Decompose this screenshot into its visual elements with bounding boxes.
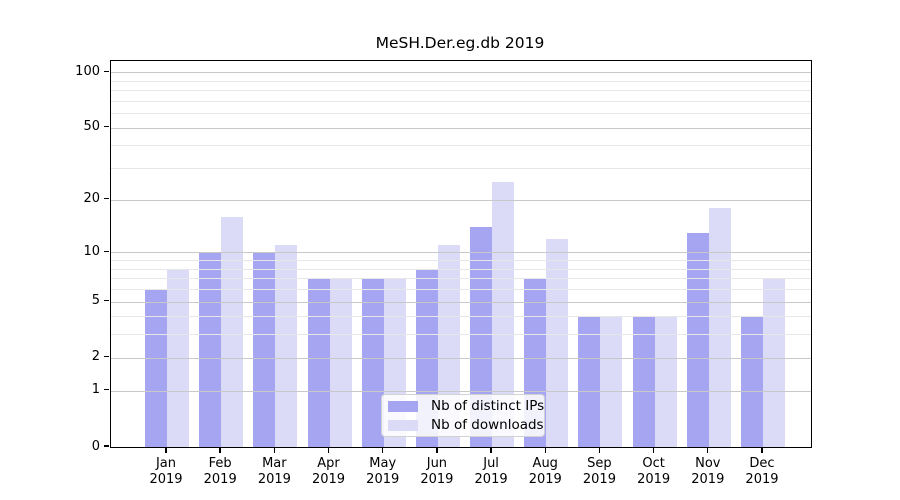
x-tick-label: Mar 2019 xyxy=(257,456,291,487)
gridline-minor xyxy=(111,268,811,270)
gridline-minor xyxy=(111,113,811,115)
gridline-major xyxy=(111,72,811,74)
bar-distinct-ips xyxy=(307,278,330,447)
y-tick-mark xyxy=(103,250,109,252)
x-tick-label: Jul 2019 xyxy=(474,456,508,487)
y-tick-label: 1 xyxy=(91,382,100,398)
bar-distinct-ips xyxy=(632,316,655,447)
legend-item-distinct-ips: Nb of distinct IPs xyxy=(388,398,544,414)
x-tick-label: Feb 2019 xyxy=(203,456,237,487)
x-tick-mark xyxy=(273,447,276,453)
x-tick-label: Jun 2019 xyxy=(420,456,454,487)
legend-swatch-distinct-ips xyxy=(388,400,418,412)
bar-downloads xyxy=(708,207,731,447)
bar-downloads xyxy=(329,278,352,447)
legend-swatch-downloads xyxy=(388,419,418,431)
gridline-minor xyxy=(111,80,811,82)
x-tick-mark xyxy=(652,447,655,453)
y-tick-label: 20 xyxy=(83,191,100,207)
x-tick-mark xyxy=(761,447,763,453)
x-tick-mark xyxy=(544,447,546,453)
bar-distinct-ips xyxy=(740,316,763,447)
legend: Nb of distinct IPs Nb of downloads xyxy=(381,394,545,437)
gridline-major xyxy=(111,127,811,129)
x-tick-mark xyxy=(490,447,492,453)
bar-downloads xyxy=(600,316,623,447)
bar-downloads xyxy=(762,278,785,447)
bar-downloads xyxy=(492,182,515,447)
y-tick-label: 5 xyxy=(91,293,100,308)
y-tick-label: 2 xyxy=(91,349,100,365)
gridline-major xyxy=(111,357,811,359)
y-tick-label: 100 xyxy=(75,63,100,79)
legend-item-downloads: Nb of downloads xyxy=(388,417,544,433)
chart-title: MeSH.Der.eg.db 2019 xyxy=(375,34,545,52)
x-tick-label: Sep 2019 xyxy=(582,456,616,487)
x-tick-label: Jan 2019 xyxy=(149,456,183,487)
gridline-major xyxy=(111,301,811,303)
y-tick-mark xyxy=(103,70,109,72)
bar-distinct-ips xyxy=(199,252,222,447)
y-tick-mark xyxy=(103,445,109,447)
x-tick-label: Aug 2019 xyxy=(528,456,562,487)
bar-distinct-ips xyxy=(145,289,167,447)
x-tick-label: Apr 2019 xyxy=(311,456,346,487)
plot-area: Nb of distinct IPs Nb of downloads xyxy=(110,60,812,448)
gridline-minor xyxy=(111,100,811,102)
legend-label-downloads: Nb of downloads xyxy=(431,417,544,433)
y-tick-mark xyxy=(103,356,109,358)
x-tick-mark xyxy=(436,447,438,453)
x-tick-mark xyxy=(382,447,384,453)
gridline-minor xyxy=(111,168,811,170)
x-tick-mark xyxy=(165,447,167,453)
y-tick-label: 0 xyxy=(91,438,100,454)
gridline-major xyxy=(111,199,811,201)
gridline-major xyxy=(111,252,811,254)
y-tick-label: 50 xyxy=(83,119,100,135)
x-tick-mark xyxy=(707,447,709,453)
y-tick-mark xyxy=(103,389,109,391)
x-tick-label: Oct 2019 xyxy=(637,456,671,487)
y-tick-mark xyxy=(103,198,109,200)
y-tick-mark xyxy=(103,299,109,302)
bar-distinct-ips xyxy=(578,316,601,447)
x-tick-mark xyxy=(327,447,330,453)
bar-downloads xyxy=(221,216,244,447)
gridline-minor xyxy=(111,90,811,92)
bar-downloads xyxy=(546,238,569,447)
legend-label-distinct-ips: Nb of distinct IPs xyxy=(431,398,545,414)
bar-distinct-ips xyxy=(686,232,709,447)
gridline-minor xyxy=(111,316,811,318)
gridline-minor xyxy=(111,334,811,336)
gridline-minor xyxy=(111,145,811,147)
x-tick-label: Nov 2019 xyxy=(691,456,725,487)
gridline-major xyxy=(111,390,811,392)
y-tick-label: 10 xyxy=(83,243,100,259)
bar-downloads xyxy=(275,245,298,447)
y-tick-mark xyxy=(103,126,109,128)
x-tick-label: Dec 2019 xyxy=(745,456,779,487)
x-tick-mark xyxy=(219,447,221,453)
bar-distinct-ips xyxy=(253,252,276,447)
gridline-minor xyxy=(111,278,811,280)
bar-distinct-ips xyxy=(361,278,384,447)
gridline-minor xyxy=(111,288,811,290)
gridline-minor xyxy=(111,260,811,262)
x-tick-label: May 2019 xyxy=(366,456,400,487)
bar-distinct-ips xyxy=(470,227,493,447)
x-tick-mark xyxy=(598,447,601,453)
bar-downloads xyxy=(654,316,677,447)
